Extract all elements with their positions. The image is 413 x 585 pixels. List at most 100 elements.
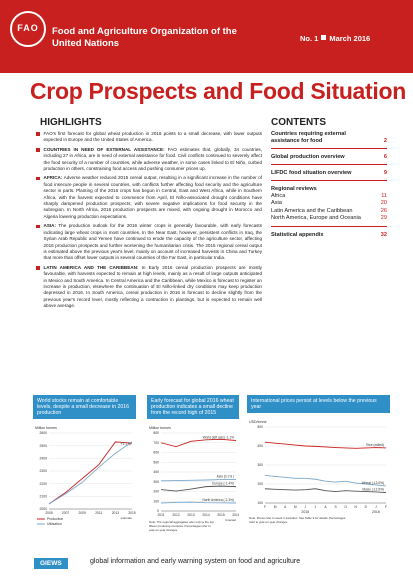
x-tick-label: 2007 xyxy=(62,511,70,515)
x-tick-label: F xyxy=(264,505,266,509)
y-tick-label: 2500 xyxy=(39,444,47,448)
contents-subitem[interactable]: Latin America and the Caribbean 26 xyxy=(271,208,387,215)
highlight-item: LATIN AMERICA AND THE CARIBBEAN: In Earl… xyxy=(36,265,262,310)
divider xyxy=(271,225,387,227)
chart-plot: USD/tonne 500 400 300 200 100 F M A M J J A S O N D J F Ric… xyxy=(247,413,390,533)
y-tick-label: 600 xyxy=(153,451,159,455)
series-label: North America (-2.3%) xyxy=(202,498,234,502)
x-tick-label: M xyxy=(294,505,297,509)
contents-item-label: Countries requiring external assistance … xyxy=(271,131,346,144)
chart-title: International prices persist at levels b… xyxy=(247,395,390,413)
x-tick-label: 2012 xyxy=(172,513,180,517)
x-tick-label: J xyxy=(375,505,377,509)
year-label: 2016 xyxy=(372,510,380,514)
contents-subitem-label: Africa xyxy=(271,193,286,199)
y-tick-label: 500 xyxy=(153,460,159,464)
y-tick-label: 200 xyxy=(257,482,263,486)
contents-heading: CONTENTS xyxy=(271,117,326,128)
highlight-item: COUNTRIES IN NEED OF EXTERNAL ASSISTANCE… xyxy=(36,147,262,173)
contents-item-label: Global production overview xyxy=(271,154,345,160)
page-title: Crop Prospects and Food Situation xyxy=(30,78,407,104)
contents-item[interactable]: Statistical appendix 32 xyxy=(271,232,387,239)
x-tick-label: 2009 xyxy=(79,511,87,515)
contents-item-label: LIFDC food situation overview xyxy=(271,170,352,176)
chart-note: year-on-year changes. xyxy=(149,528,178,532)
series-label: Asia (0.1% ) xyxy=(217,475,234,479)
chart-note: fifteen producing countries. Percentages… xyxy=(149,524,211,528)
contents-list: Countries requiring external assistance … xyxy=(271,131,387,239)
footer-text: global information and early warning sys… xyxy=(90,558,301,565)
y-tick-label: 200 xyxy=(153,490,159,494)
issue-date: March 2016 xyxy=(329,34,371,43)
y-tick-label: 2300 xyxy=(39,469,47,473)
highlight-item: AFRICA: Adverse weather reduced 2015 cer… xyxy=(36,175,262,220)
y-tick-label: 100 xyxy=(257,501,263,505)
highlight-lead: ASIA: xyxy=(43,223,57,229)
highlight-item: FAO's first forecast for global wheat pr… xyxy=(36,131,262,144)
x-tick-label: J xyxy=(315,505,317,509)
organization-name: Food and Agriculture Organization of the… xyxy=(52,26,237,49)
series-line xyxy=(48,441,133,505)
contents-subitem-page: 29 xyxy=(380,215,387,222)
chart-plot: Million tonnes 2600 2500 2400 2300 2200 2100 20… xyxy=(33,419,136,539)
year-label: 2015 xyxy=(301,510,309,514)
y-tick-label: 300 xyxy=(153,480,159,484)
series-line xyxy=(48,441,133,505)
x-tick-label: J xyxy=(305,505,307,509)
regional-reviews-heading: Regional reviews xyxy=(271,186,387,193)
x-tick-label: 2013 xyxy=(187,513,195,517)
contents-subitem[interactable]: Asia 20 xyxy=(271,200,387,207)
x-tick-label: 2011 xyxy=(157,513,164,517)
x-tick-label: 2015 xyxy=(217,513,225,517)
x-tick-label: 2011 xyxy=(95,511,102,515)
x-tick-label: A xyxy=(284,505,287,509)
chart-plot: Million tonnes 800 700 600 500 400 300 200 100 0 2… xyxy=(147,419,240,539)
regional-heading-text: Regional reviews xyxy=(271,186,317,192)
bullet-square-icon xyxy=(36,266,40,270)
x-tick-label: F xyxy=(385,505,387,509)
highlight-lead: LATIN AMERICA AND THE CARIBBEAN: xyxy=(43,264,139,270)
highlight-text: LATIN AMERICA AND THE CARIBBEAN: In Earl… xyxy=(43,264,263,309)
contents-item-page: 2 xyxy=(383,138,387,144)
chart-title: Early forecast for global 2016 wheat pro… xyxy=(147,395,239,419)
highlight-text: FAO's first forecast for global wheat pr… xyxy=(43,131,263,143)
divider xyxy=(271,180,387,181)
x-tick-label: 2016 xyxy=(232,513,239,517)
x-axis-note: forecast xyxy=(225,518,236,522)
contents-item[interactable]: Global production overview 6 xyxy=(271,154,387,161)
y-tick-label: 100 xyxy=(153,499,159,503)
chart-international-prices: International prices persist at levels b… xyxy=(247,395,390,547)
footer: GIEWS global information and early warni… xyxy=(0,556,413,585)
contents-item-label: Statistical appendix xyxy=(271,231,324,238)
y-tick-label: 2400 xyxy=(39,457,47,461)
contents-item[interactable]: LIFDC food situation overview 9 xyxy=(271,170,387,177)
y-tick-label: 700 xyxy=(153,441,159,445)
highlight-lead: AFRICA: xyxy=(43,175,63,181)
chart-wheat-production: Early forecast for global 2016 wheat pro… xyxy=(147,395,240,547)
highlight-text: ASIA: The production outlook for the 201… xyxy=(43,223,263,261)
highlight-text: COUNTRIES IN NEED OF EXTERNAL ASSISTANCE… xyxy=(43,146,263,172)
series-line xyxy=(264,475,387,487)
chart-world-stocks: World stocks remain at comfortable level… xyxy=(33,395,136,547)
y-tick-label: 2600 xyxy=(39,431,47,435)
y-tick-label: 2100 xyxy=(39,495,47,499)
x-tick-label: S xyxy=(334,505,337,509)
contents-subitem-label: Asia xyxy=(271,200,282,207)
x-tick-label: 2014 xyxy=(202,513,210,517)
chart-title: World stocks remain at comfortable level… xyxy=(33,395,136,419)
y-tick-label: 400 xyxy=(153,470,159,474)
divider xyxy=(271,164,387,165)
contents-subitem[interactable]: Africa 11 xyxy=(271,193,387,200)
highlight-text: AFRICA: Adverse weather reduced 2015 cer… xyxy=(43,175,263,219)
axis-unit-label: Million tonnes xyxy=(149,426,171,430)
contents-item-page: 9 xyxy=(383,170,387,176)
y-tick-label: 400 xyxy=(257,444,263,448)
contents-subitem[interactable]: North America, Europe and Oceania 29 xyxy=(271,215,387,222)
contents-item[interactable]: Countries requiring external assistance … xyxy=(271,131,387,145)
bullet-square-icon xyxy=(36,176,40,181)
contents-subitem-page: 20 xyxy=(380,200,387,207)
bullet-square-icon xyxy=(36,224,40,229)
x-tick-label: 2015 xyxy=(128,511,136,515)
chart-note: Note: The regional aggregates refer only… xyxy=(149,520,214,524)
